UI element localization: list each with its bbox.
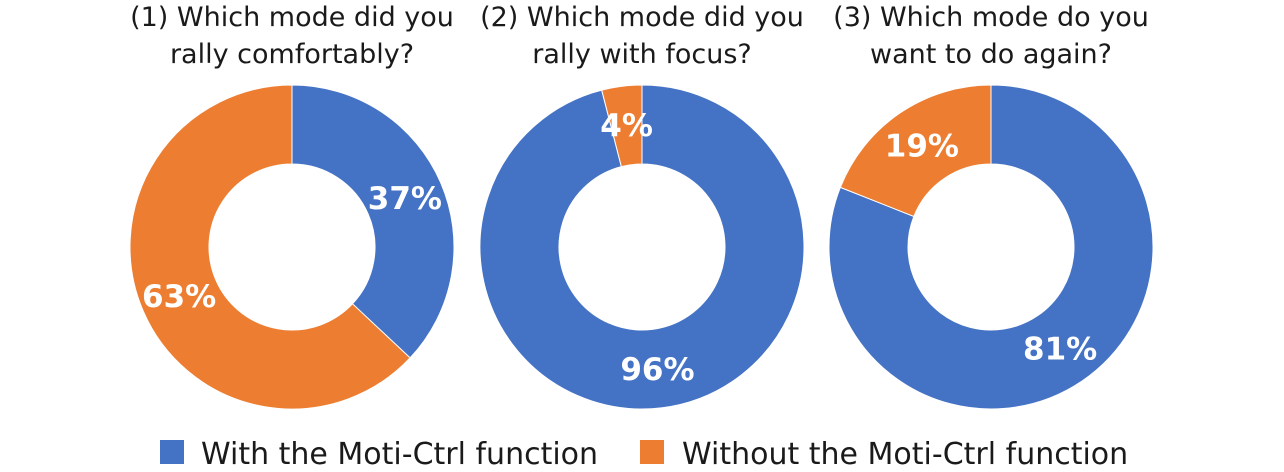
chart-2-label-with: 96% (620, 352, 694, 388)
legend-label-with: With the Moti-Ctrl function (201, 437, 598, 472)
chart-2-slice-with (479, 84, 805, 410)
chart-1-title-line-1: (1) Which mode did you (130, 2, 454, 33)
donut-chart-2: (2) Which mode did you rally with focus? 9… (479, 2, 805, 410)
donut-chart-3: (3) Which mode do you want to do again? 81… (828, 2, 1154, 410)
chart-1-label-with: 37% (368, 181, 442, 217)
donut-chart-1: (1) Which mode did you rally comfortably?… (129, 2, 455, 410)
chart-1-label-without: 63% (142, 279, 216, 315)
chart-1-title-line-2: rally comfortably? (170, 39, 414, 70)
legend-label-without: Without the Moti-Ctrl function (682, 437, 1128, 472)
chart-2-title-line-1: (2) Which mode did you (480, 2, 804, 33)
chart-1-slice-without (129, 84, 411, 410)
chart-3-slice-without (839, 84, 992, 218)
chart-3-title-line-1: (3) Which mode do you (833, 2, 1149, 33)
legend-item-without: Without the Moti-Ctrl function (640, 437, 1128, 472)
legend-item-with: With the Moti-Ctrl function (160, 437, 598, 472)
legend-swatch-without (640, 440, 664, 464)
chart-2-slice-without (601, 84, 643, 168)
charts-layer: (1) Which mode did you rally comfortably?… (129, 2, 1154, 410)
chart-2-label-without: 4% (600, 108, 653, 144)
legend: With the Moti-Ctrl function Without the M… (160, 437, 1128, 472)
chart-3-label-with: 81% (1023, 332, 1097, 368)
chart-3-title-line-2: want to do again? (870, 39, 1112, 70)
chart-2-title-line-2: rally with focus? (532, 39, 751, 70)
legend-swatch-with (160, 440, 184, 464)
chart-3-label-without: 19% (885, 128, 959, 164)
chart-3-slice-with (828, 84, 1154, 410)
chart-1-slice-with (291, 84, 455, 359)
